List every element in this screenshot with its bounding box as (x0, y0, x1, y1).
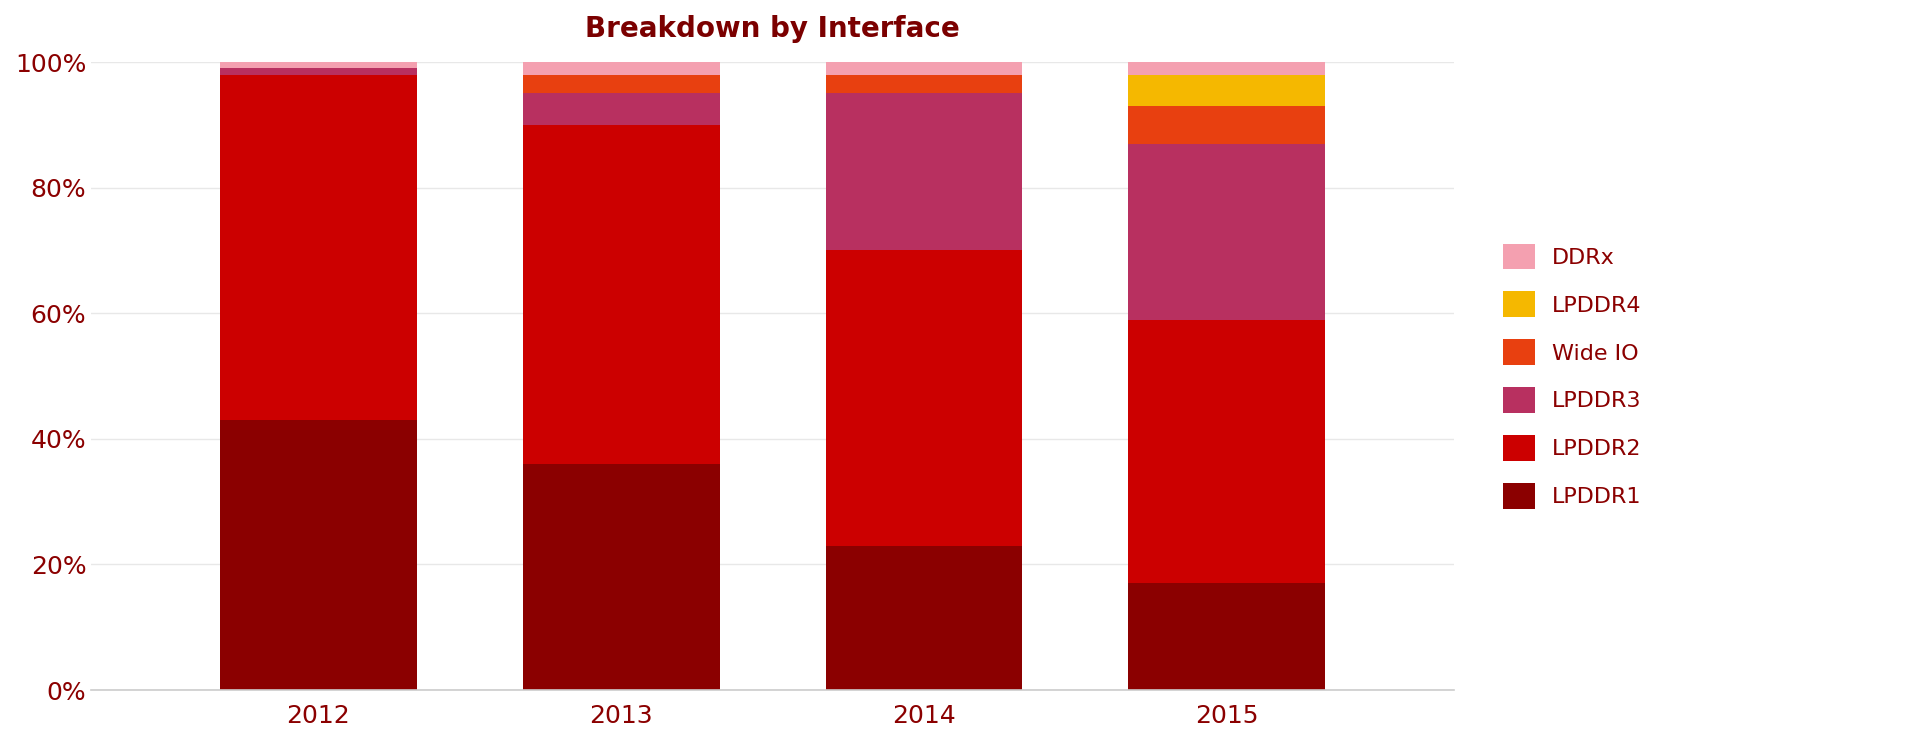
Bar (221, 74, 417, 420)
Bar (826, 250, 1023, 545)
Bar (522, 74, 720, 94)
Bar (1129, 143, 1325, 319)
Bar (826, 74, 1023, 94)
Bar (1129, 62, 1325, 74)
Bar (826, 545, 1023, 690)
Bar (1129, 319, 1325, 583)
Bar (1129, 583, 1325, 690)
Bar (1129, 74, 1325, 106)
Title: Breakdown by Interface: Breakdown by Interface (586, 15, 960, 43)
Legend: DDRx, LPDDR4, Wide IO, LPDDR3, LPDDR2, LPDDR1: DDRx, LPDDR4, Wide IO, LPDDR3, LPDDR2, L… (1492, 233, 1653, 519)
Bar (221, 420, 417, 690)
Bar (522, 125, 720, 464)
Bar (221, 62, 417, 68)
Bar (522, 464, 720, 690)
Bar (522, 94, 720, 125)
Bar (1129, 106, 1325, 143)
Bar (826, 62, 1023, 74)
Bar (522, 62, 720, 74)
Bar (826, 94, 1023, 250)
Bar (221, 68, 417, 74)
